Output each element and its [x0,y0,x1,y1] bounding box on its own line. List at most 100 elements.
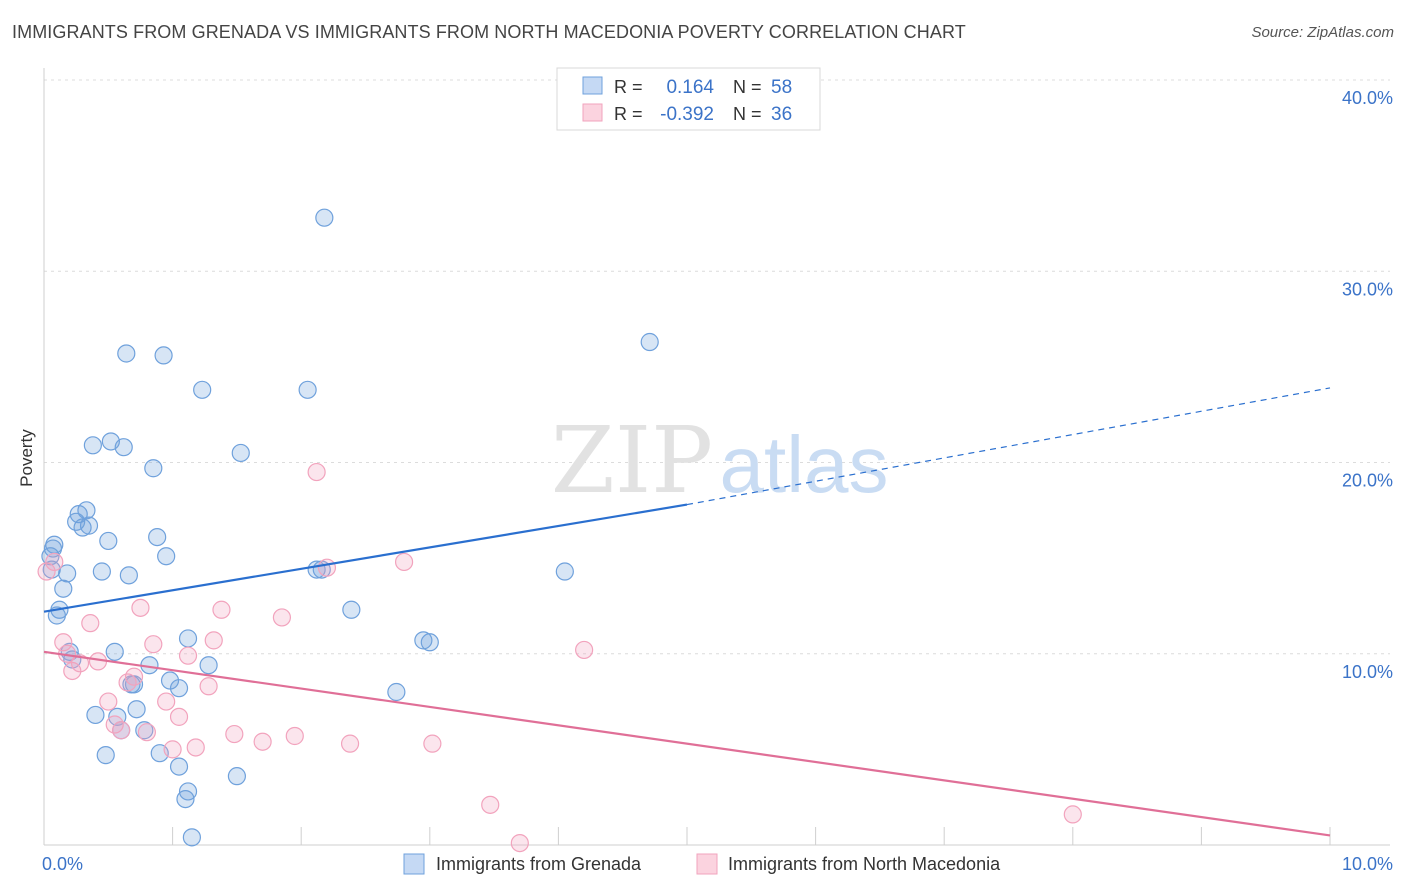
point-grenada-3 [45,535,64,554]
point-macedonia-13 [131,598,150,617]
data-points [37,208,1082,853]
point-grenada-56 [420,633,439,652]
point-grenada-7 [58,564,77,583]
point-macedonia-12 [124,667,144,686]
point-macedonia-16 [157,692,176,711]
point-grenada-52 [342,600,361,619]
point-grenada-42 [178,629,198,648]
point-grenada-44 [193,380,212,399]
point-macedonia-2 [54,633,73,652]
point-grenada-36 [157,547,176,566]
trend-line-grenada [43,503,688,613]
y-tick-labels: 10.0% 20.0% 30.0% 40.0% [1342,88,1393,682]
stats-n-label-macedonia: N = [733,104,762,124]
x-tick-label-0: 0.0% [42,854,83,874]
point-grenada-39 [169,757,189,776]
x-tick-labels: 0.0% 10.0% [42,854,1393,874]
point-grenada-13 [77,501,96,520]
point-macedonia-31 [394,552,414,572]
point-macedonia-33 [481,795,500,814]
stats-r-label-grenada: R = [614,77,643,97]
point-macedonia-8 [99,692,118,711]
watermark-zip: ZIP [551,407,713,514]
legend-label-grenada: Immigrants from Grenada [436,854,642,874]
chart-title: IMMIGRANTS FROM GRENADA VS IMMIGRANTS FR… [12,22,966,42]
grid [44,79,1390,655]
point-grenada-25 [117,344,136,363]
point-macedonia-20 [186,738,205,757]
point-macedonia-5 [70,654,90,673]
point-grenada-48 [298,380,317,399]
point-grenada-53 [387,682,406,702]
point-macedonia-26 [272,608,292,627]
trend-lines [43,387,1331,837]
y-tick-label-1: 20.0% [1342,471,1393,491]
point-macedonia-10 [112,721,131,740]
point-macedonia-22 [204,631,223,650]
x-tick-label-1: 10.0% [1342,854,1393,874]
trend-line-macedonia [43,650,1331,837]
watermark-atlas: atlas [720,420,889,509]
point-macedonia-14 [137,723,156,742]
stats-legend: R = 0.164 N = 58 R = -0.392 N = 36 [556,67,821,131]
point-macedonia-0 [37,562,56,581]
point-macedonia-23 [212,600,231,619]
point-grenada-14 [79,516,99,535]
y-tick-label-3: 40.0% [1342,88,1393,108]
point-grenada-12 [73,518,92,537]
point-macedonia-34 [510,833,529,853]
stats-r-value-macedonia: -0.392 [660,104,714,125]
point-macedonia-24 [225,724,244,744]
point-grenada-33 [148,527,167,547]
point-macedonia-17 [163,740,182,759]
point-macedonia-27 [285,726,304,746]
point-macedonia-35 [575,640,594,660]
point-macedonia-6 [81,614,100,633]
y-tick-label-2: 30.0% [1342,279,1393,299]
series-legend: Immigrants from Grenada Immigrants from … [403,853,1001,875]
trend-line-grenada-extension [686,387,1331,506]
point-grenada-19 [99,531,118,551]
point-macedonia-21 [199,677,218,696]
y-tick-label-0: 10.0% [1342,662,1393,682]
point-grenada-32 [144,459,163,478]
point-grenada-57 [640,332,659,352]
point-grenada-55 [555,562,574,581]
point-macedonia-4 [63,661,82,681]
point-grenada-43 [182,828,201,847]
point-grenada-29 [127,700,146,719]
point-macedonia-18 [169,707,189,726]
stats-r-value-grenada: 0.164 [666,77,714,98]
point-grenada-26 [119,566,138,585]
stats-swatch-macedonia [582,103,603,122]
watermark: ZIP atlas [551,407,889,514]
point-macedonia-36 [1063,805,1082,824]
point-grenada-41 [178,782,198,801]
legend-swatch-grenada [403,853,425,875]
point-grenada-6 [54,579,73,598]
point-grenada-15 [83,436,102,455]
y-axis-label: Poverty [17,429,36,487]
stats-n-value-grenada: 58 [771,77,792,98]
point-grenada-46 [227,767,246,786]
source-credit: Source: ZipAtlas.com [1251,24,1394,41]
stats-swatch-grenada [582,76,603,95]
point-macedonia-29 [317,558,337,577]
point-grenada-16 [86,705,105,725]
point-macedonia-32 [423,734,442,753]
stats-r-label-macedonia: R = [614,104,643,124]
legend-swatch-macedonia [696,853,718,875]
axes [43,68,1390,846]
point-macedonia-1 [45,552,64,572]
point-grenada-47 [231,443,250,463]
point-macedonia-30 [340,734,360,753]
point-grenada-51 [315,208,334,227]
point-grenada-30 [135,721,154,740]
point-macedonia-19 [178,646,198,665]
stats-n-value-macedonia: 36 [771,104,792,125]
point-macedonia-25 [253,732,272,751]
stats-n-label-grenada: N = [733,77,762,97]
point-grenada-38 [169,679,189,698]
point-grenada-18 [96,746,115,765]
